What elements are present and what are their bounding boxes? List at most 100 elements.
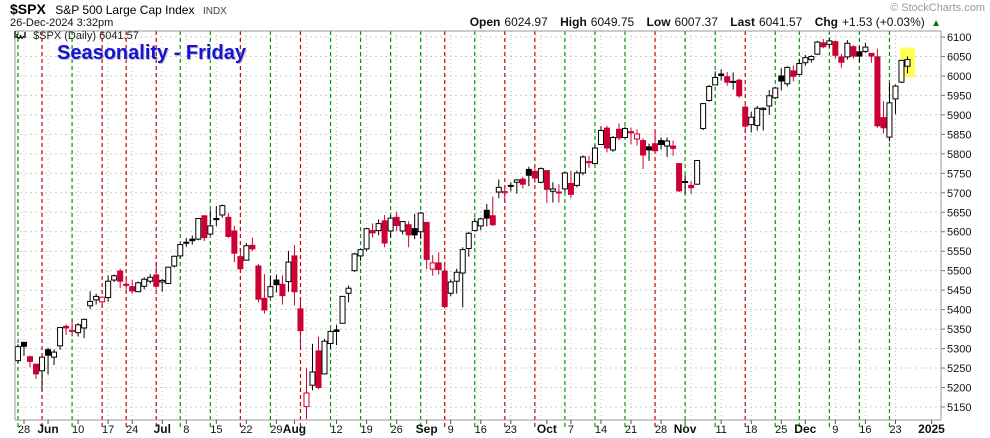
y-axis-label: 5300: [947, 344, 971, 356]
last-value: 6041.57: [758, 15, 803, 29]
candle: [273, 274, 280, 293]
candle: [399, 221, 406, 235]
candle: [51, 349, 58, 365]
candle: [772, 86, 779, 100]
candle: [81, 318, 88, 339]
y-axis-label: 5650: [947, 207, 971, 219]
x-axis-label: 14: [595, 424, 607, 436]
candle: [549, 182, 556, 203]
candle: [573, 170, 580, 188]
candle: [784, 66, 791, 87]
y-axis-label: 5900: [947, 110, 971, 122]
x-axis-label: 7: [568, 424, 574, 436]
candle: [754, 105, 761, 131]
candle: [219, 204, 226, 218]
candle: [531, 168, 538, 183]
candle: [507, 182, 514, 192]
y-axis-label: 5950: [947, 90, 971, 102]
candle: [87, 291, 94, 309]
candle: [880, 101, 887, 134]
candle: [796, 58, 803, 75]
candle: [129, 280, 136, 295]
candle: [622, 126, 629, 138]
symbol: $SPX: [10, 1, 46, 17]
candle: [39, 356, 46, 391]
high-label: High: [560, 15, 587, 29]
candle: [742, 105, 749, 134]
candle: [195, 217, 202, 241]
candle: [892, 84, 899, 115]
candle: [441, 261, 448, 309]
candle: [658, 137, 665, 150]
candle: [369, 223, 376, 238]
candle: [718, 69, 725, 81]
candle: [856, 45, 863, 63]
copyright: © StockCharts.com: [890, 2, 985, 14]
candle: [375, 219, 382, 236]
candle: [147, 274, 154, 284]
candle: [417, 211, 424, 240]
candle: [814, 40, 821, 55]
candle: [213, 206, 220, 227]
candle: [688, 181, 695, 194]
candle: [123, 279, 130, 290]
x-axis-label: 17: [102, 424, 114, 436]
x-axis-label: 2025: [918, 422, 945, 436]
x-axis-label: 24: [126, 424, 138, 436]
candle: [111, 274, 118, 282]
candle: [838, 53, 845, 68]
candle: [315, 336, 322, 390]
open-label: Open: [469, 15, 501, 29]
candle: [904, 56, 911, 74]
candle: [363, 228, 370, 252]
candle: [15, 344, 21, 364]
candle: [700, 103, 707, 131]
quote-strip: Open 6024.97 High 6049.75 Low 6007.37 Last 6…: [470, 15, 941, 29]
y-axis-label: 6000: [947, 71, 971, 83]
chart-header: $SPX S&P 500 Large Cap Index INDX: [10, 1, 227, 19]
x-axis-label: Sep: [416, 422, 438, 436]
candle: [748, 111, 755, 133]
candle: [69, 319, 76, 337]
candle: [303, 368, 310, 420]
last-label: Last: [730, 15, 755, 29]
candle: [201, 215, 208, 242]
candle: [393, 211, 400, 231]
x-axis-label: 15: [210, 424, 222, 436]
series-label: $SPX (Daily) 6041.57: [33, 30, 139, 42]
x-axis-label: 19: [360, 424, 372, 436]
candle: [790, 65, 797, 82]
candle: [465, 231, 472, 257]
candle: [501, 186, 508, 203]
candle: [381, 214, 388, 248]
low-label: Low: [646, 15, 671, 29]
candle: [387, 215, 394, 238]
annotation-title: Seasonality - Friday: [57, 42, 246, 64]
y-axis-label: 5750: [947, 168, 971, 180]
candle: [567, 170, 574, 199]
candle: [93, 293, 100, 305]
candle: [447, 279, 454, 297]
candle: [435, 252, 442, 275]
candle: [411, 213, 418, 240]
candle: [291, 244, 298, 306]
candle: [802, 54, 809, 66]
annotation-tool-icon: [14, 30, 26, 43]
x-axis-label: Jul: [154, 422, 171, 436]
candle: [327, 329, 334, 349]
open-value: 6024.97: [504, 15, 548, 29]
x-axis-label: 10: [72, 424, 84, 436]
x-axis-label: 8: [183, 424, 189, 436]
candle: [483, 204, 490, 227]
candle: [285, 250, 292, 292]
candle: [682, 175, 689, 194]
candle: [579, 155, 586, 176]
candle: [628, 127, 635, 145]
candle: [874, 48, 881, 128]
candle: [333, 324, 340, 346]
candle: [357, 249, 364, 261]
candle: [832, 40, 839, 59]
x-axis-label: 29: [270, 424, 282, 436]
